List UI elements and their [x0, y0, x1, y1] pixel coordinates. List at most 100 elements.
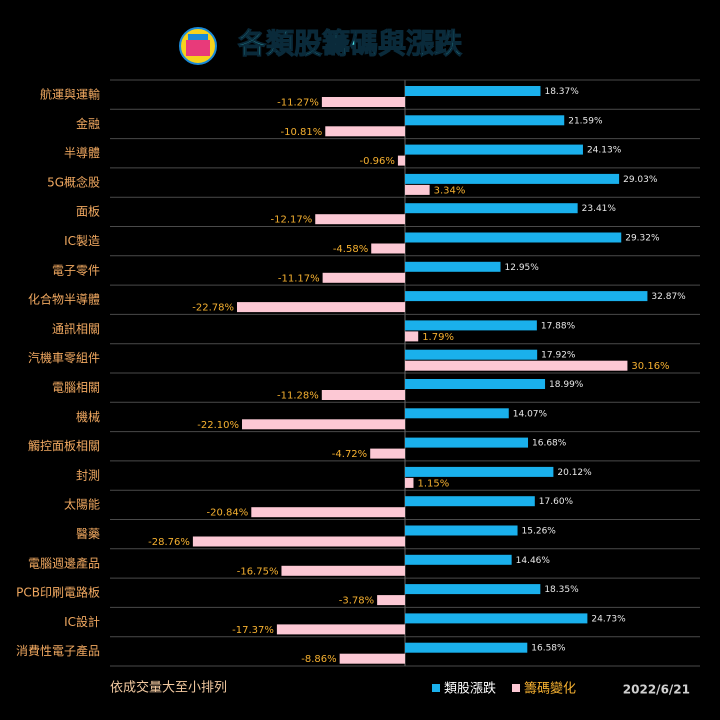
chart-title: 各類股籌碼與漲跌 — [237, 27, 462, 60]
bar — [325, 126, 405, 137]
bar — [405, 261, 501, 272]
value-label: 3.34% — [434, 185, 466, 196]
bar — [242, 419, 405, 430]
category-label: 電腦相關 — [52, 380, 100, 395]
bar — [405, 203, 578, 214]
bar — [405, 320, 537, 331]
category-label: 金融 — [76, 116, 100, 131]
category-label: 化合物半導體 — [28, 292, 100, 307]
bar — [405, 331, 419, 342]
bar — [339, 653, 405, 664]
value-label: 14.46% — [516, 556, 551, 566]
bar — [251, 507, 405, 518]
value-label: -22.10% — [197, 420, 239, 431]
category-label: 消費性電子產品 — [16, 643, 100, 658]
bar — [405, 408, 509, 419]
bar — [321, 390, 405, 400]
category-label: 電腦週邊產品 — [28, 555, 100, 570]
category-label: 5G概念股 — [47, 174, 100, 189]
value-label: -4.58% — [333, 244, 368, 255]
value-label: -28.76% — [148, 537, 190, 548]
value-label: 1.15% — [417, 478, 449, 489]
value-label: 1.79% — [422, 332, 454, 343]
category-label: 面板 — [76, 205, 100, 219]
bar — [322, 272, 405, 283]
category-label: 觸控面板相關 — [28, 438, 100, 453]
category-label: 太陽能 — [64, 497, 100, 512]
bar — [405, 496, 535, 507]
value-label: 18.37% — [544, 87, 579, 97]
bar — [405, 613, 588, 624]
value-label: -17.37% — [232, 625, 274, 636]
legend-label: 類股漲跌 — [444, 681, 496, 697]
legend-swatch — [432, 684, 440, 692]
value-label: -10.81% — [281, 127, 323, 138]
value-label: 29.32% — [625, 234, 660, 244]
bar — [405, 115, 565, 126]
bar — [405, 477, 414, 488]
bar — [405, 642, 528, 653]
value-label: 20.12% — [557, 468, 592, 478]
value-label: -16.75% — [237, 566, 279, 577]
value-label: 15.26% — [522, 527, 557, 537]
bar — [370, 448, 405, 459]
bar — [405, 291, 648, 302]
value-label: -0.96% — [360, 156, 395, 167]
value-label: 14.07% — [513, 409, 548, 419]
value-label: -22.78% — [192, 303, 234, 314]
value-label: 18.35% — [544, 585, 579, 595]
value-label: 32.87% — [651, 292, 686, 302]
value-label: 12.95% — [505, 263, 540, 273]
bar — [315, 214, 405, 225]
bar — [405, 349, 538, 360]
category-label: 電子零件 — [52, 263, 100, 277]
category-label: 封測 — [76, 468, 100, 482]
bar — [405, 379, 546, 389]
value-label: -4.72% — [332, 449, 367, 460]
category-label: 機械 — [76, 409, 100, 424]
bar — [377, 595, 405, 606]
note: 依成交量大至小排列 — [110, 680, 227, 696]
category-label: IC製造 — [64, 234, 100, 248]
value-label: 17.92% — [541, 351, 576, 361]
bar — [321, 97, 405, 107]
bar — [405, 86, 541, 96]
bar — [405, 437, 529, 448]
bar — [371, 243, 405, 254]
category-label: PCB印刷電路板 — [16, 585, 100, 600]
value-label: 24.73% — [591, 614, 626, 624]
bar — [405, 466, 554, 477]
category-label: 醫藥 — [76, 527, 100, 541]
bar — [405, 584, 541, 595]
value-label: 30.16% — [631, 361, 669, 372]
value-label: 18.99% — [549, 380, 584, 390]
value-label: 17.88% — [541, 321, 576, 331]
bar — [276, 624, 405, 635]
value-label: -11.27% — [277, 98, 319, 109]
value-label: -20.84% — [207, 508, 249, 519]
legend-label: 籌碼變化 — [524, 681, 576, 697]
value-label: 17.60% — [539, 497, 574, 507]
date: 2022/6/21 — [623, 683, 690, 697]
category-label: 航運與運輸 — [40, 87, 100, 102]
bar — [405, 144, 583, 155]
category-label: 汽機車零組件 — [28, 350, 100, 365]
bar — [397, 155, 405, 166]
category-label: IC設計 — [64, 614, 100, 629]
category-label: 半導體 — [64, 146, 100, 160]
category-label: 通訊相關 — [52, 321, 100, 336]
bar — [236, 302, 405, 313]
bar — [405, 554, 512, 565]
bar — [281, 565, 405, 576]
value-label: -12.17% — [270, 215, 312, 226]
bar — [405, 232, 622, 243]
legend-swatch — [512, 684, 520, 692]
bar — [405, 360, 628, 371]
value-label: 29.03% — [623, 175, 658, 185]
value-label: 16.58% — [531, 644, 566, 654]
value-label: 16.68% — [532, 439, 567, 449]
value-label: 24.13% — [587, 146, 622, 156]
value-label: 21.59% — [568, 116, 603, 126]
